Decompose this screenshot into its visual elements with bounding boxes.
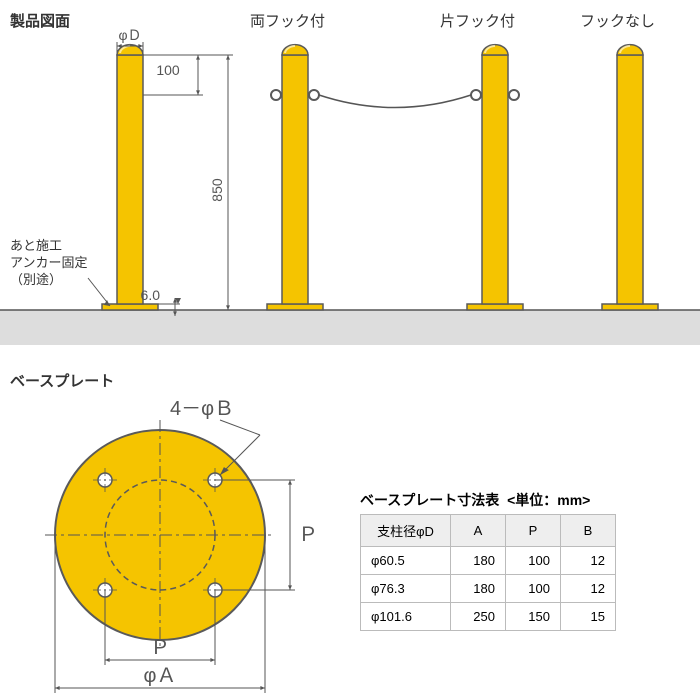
- table-row: φ101.625015015: [361, 603, 616, 631]
- svg-text:6.0: 6.0: [141, 287, 161, 303]
- svg-text:Ｐ: Ｐ: [150, 637, 170, 659]
- table-header: B: [561, 515, 616, 547]
- post-2-both-hook: [267, 45, 323, 310]
- post-4-no-hook: [602, 45, 658, 310]
- table-cell: φ60.5: [361, 547, 451, 575]
- table-cell: φ76.3: [361, 575, 451, 603]
- baseplate-table: 支柱径φDAPB φ60.518010012φ76.318010012φ101.…: [360, 514, 616, 631]
- table-cell: 12: [561, 575, 616, 603]
- table-unit: <単位：mm>: [507, 492, 590, 508]
- svg-text:4－φＢ: 4－φＢ: [170, 398, 234, 420]
- table-header: P: [506, 515, 561, 547]
- table-cell: 250: [451, 603, 506, 631]
- table-cell: 100: [506, 547, 561, 575]
- post-1: [102, 45, 158, 310]
- svg-text:φＤ: φＤ: [118, 27, 141, 43]
- table-title: ベースプレート寸法表 <単位：mm>: [360, 490, 616, 510]
- table-cell: 180: [451, 575, 506, 603]
- table-cell: 15: [561, 603, 616, 631]
- table-cell: 180: [451, 547, 506, 575]
- post-3-one-hook: [467, 45, 523, 310]
- ground: [0, 310, 700, 345]
- svg-text:850: 850: [209, 178, 225, 202]
- svg-text:φＡ: φＡ: [144, 665, 177, 687]
- svg-text:100: 100: [156, 62, 180, 78]
- table-cell: 100: [506, 575, 561, 603]
- baseplate-table-area: ベースプレート寸法表 <単位：mm> 支柱径φDAPB φ60.51801001…: [360, 490, 616, 631]
- chain: [319, 95, 471, 108]
- table-row: φ76.318010012: [361, 575, 616, 603]
- table-title-text: ベースプレート寸法表: [360, 492, 499, 508]
- product-diagram: φＤ 100 850 6.0: [0, 0, 700, 355]
- table-row: φ60.518010012: [361, 547, 616, 575]
- table-cell: φ101.6: [361, 603, 451, 631]
- baseplate-heading: ベースプレート: [10, 370, 114, 391]
- table-header: A: [451, 515, 506, 547]
- table-cell: 150: [506, 603, 561, 631]
- table-cell: 12: [561, 547, 616, 575]
- baseplate-plan: 4－φＢ Ｐ ＰφＡ: [10, 395, 350, 695]
- svg-text:Ｐ: Ｐ: [298, 524, 318, 546]
- dimension-annotations: φＤ 100 850 6.0: [88, 27, 233, 316]
- table-header: 支柱径φD: [361, 515, 451, 547]
